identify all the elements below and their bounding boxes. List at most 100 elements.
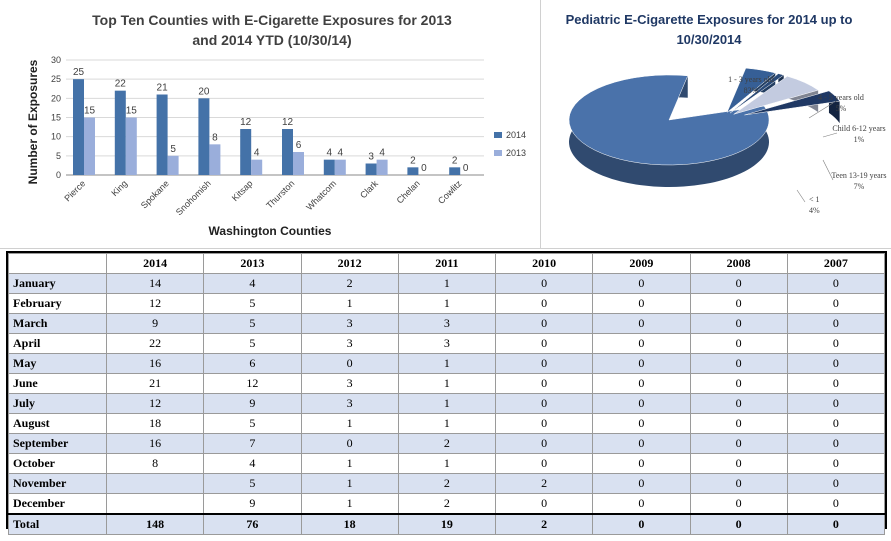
count-cell: 0 [494, 273, 594, 294]
count-cell: 3 [300, 393, 399, 414]
bar-2014 [407, 167, 419, 175]
y-tick-label: 15 [51, 113, 61, 123]
bar-value-label: 22 [115, 79, 127, 90]
bar-2014 [323, 159, 335, 175]
bar-value-label: 21 [157, 83, 169, 94]
count-cell: 0 [786, 353, 886, 374]
total-cell: 19 [397, 513, 497, 535]
pie-slice [730, 73, 785, 114]
bar-value-label: 15 [84, 106, 96, 117]
count-cell: 7 [203, 433, 302, 454]
pie-leader-line [796, 189, 806, 203]
count-cell: 0 [494, 373, 594, 394]
count-cell: 0 [592, 353, 691, 374]
pie-chart-title-line-1: Pediatric E-Cigarette Exposures for 2014… [566, 12, 853, 27]
month-cell: April [8, 333, 107, 354]
y-tick-label: 5 [56, 151, 61, 161]
table-row: October 8 4 1 1 0 0 0 0 [8, 453, 886, 474]
count-cell: 3 [397, 333, 497, 354]
x-tick-label: Pierce [62, 178, 87, 203]
bar-value-label: 3 [368, 152, 374, 163]
count-cell: 3 [300, 333, 399, 354]
count-cell: 0 [786, 333, 886, 354]
month-cell: December [8, 493, 107, 515]
pie-slice-percent: 4% [809, 206, 820, 215]
total-row: Total 148 76 18 19 2 0 0 0 [8, 513, 886, 535]
exposures-table-container: 2014 2013 2012 2011 2010 2009 2008 2007 January… [6, 251, 887, 535]
bar-value-label: 12 [282, 117, 294, 128]
count-cell: 0 [300, 433, 399, 454]
count-cell: 1 [300, 493, 399, 515]
x-tick-label: King [109, 178, 129, 198]
pie-slice-percent: 7% [854, 182, 865, 191]
bar-2013 [376, 159, 388, 175]
count-cell: 2 [397, 433, 497, 454]
count-cell: 0 [786, 453, 886, 474]
bar-value-label: 8 [212, 132, 218, 143]
bar-2014 [114, 90, 126, 175]
total-cell: 148 [105, 513, 205, 535]
bar-value-label: 2 [452, 155, 458, 166]
month-cell: January [8, 273, 107, 294]
count-cell: 1 [300, 293, 399, 314]
count-cell: 0 [494, 353, 594, 374]
x-tick-label: Cowlitz [436, 178, 464, 206]
column-header: 2010 [494, 253, 594, 274]
count-cell: 3 [397, 313, 497, 334]
bar-value-label: 5 [170, 144, 176, 155]
pie-slice [568, 74, 770, 166]
bar-value-label: 25 [73, 67, 85, 78]
table-row: July 12 9 3 1 0 0 0 0 [8, 393, 886, 414]
count-cell: 0 [689, 493, 788, 515]
count-cell: 5 [203, 473, 302, 494]
count-cell: 1 [397, 373, 497, 394]
month-cell: September [8, 433, 107, 454]
count-cell: 16 [105, 433, 205, 454]
count-cell: 21 [105, 373, 205, 394]
column-header [8, 253, 107, 274]
count-cell: 22 [105, 333, 205, 354]
count-cell: 3 [300, 313, 399, 334]
pie-leader-line [808, 102, 834, 119]
x-tick-label: Spokane [139, 178, 171, 210]
pie-slice-label: 4 - 5 years old [818, 93, 864, 102]
count-cell: 18 [105, 413, 205, 434]
table-row: September 16 7 0 2 0 0 0 0 [8, 433, 886, 454]
y-axis-title: Number of Exposures [26, 59, 40, 184]
count-cell: 12 [105, 393, 205, 414]
bar-2013 [293, 152, 304, 175]
count-cell: 0 [786, 433, 886, 454]
count-cell: 6 [203, 353, 302, 374]
count-cell: 5 [203, 333, 302, 354]
y-tick-label: 25 [51, 74, 61, 84]
count-cell: 0 [689, 373, 788, 394]
column-header: 2011 [397, 253, 497, 274]
count-cell: 1 [397, 453, 497, 474]
count-cell: 0 [494, 333, 594, 354]
count-cell: 0 [494, 433, 594, 454]
table-row: June 21 12 3 1 0 0 0 0 [8, 373, 886, 394]
x-tick-label: Thurston [264, 178, 296, 210]
pie-leader-line [822, 132, 838, 138]
bar-value-label: 0 [421, 163, 427, 174]
count-cell: 0 [689, 313, 788, 334]
count-cell: 0 [689, 433, 788, 454]
pie-slice-label: < 1 [809, 195, 820, 204]
count-cell: 9 [105, 313, 205, 334]
count-cell: 0 [592, 293, 691, 314]
count-cell: 16 [105, 353, 205, 374]
count-cell: 2 [397, 473, 497, 494]
bar-2013 [251, 159, 263, 175]
count-cell: 2 [397, 493, 497, 515]
bar-2014 [282, 129, 293, 175]
count-cell: 0 [786, 373, 886, 394]
count-cell: 0 [689, 273, 788, 294]
month-cell: July [8, 393, 107, 414]
pie-leader-line [822, 159, 834, 181]
table-row: April 22 5 3 3 0 0 0 0 [8, 333, 886, 354]
table-row: May 16 6 0 1 0 0 0 0 [8, 353, 886, 374]
count-cell: 5 [203, 293, 302, 314]
count-cell: 4 [203, 453, 302, 474]
count-cell: 0 [494, 393, 594, 414]
bar-2014 [73, 79, 84, 175]
